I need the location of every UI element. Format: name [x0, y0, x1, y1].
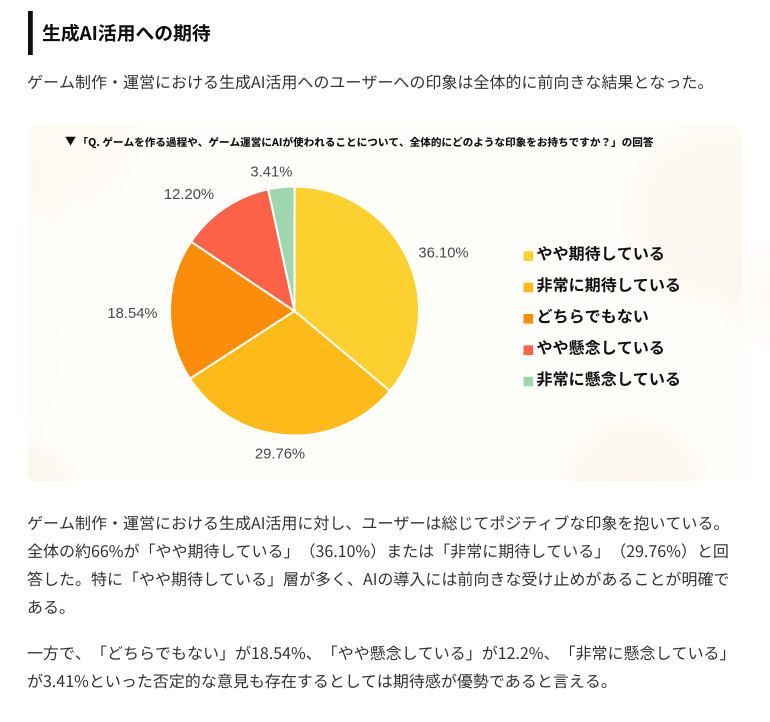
svg-text:29.76%: 29.76% — [255, 446, 305, 462]
svg-text:18.54%: 18.54% — [107, 306, 157, 322]
svg-text:36.10%: 36.10% — [418, 245, 468, 261]
svg-text:12.20%: 12.20% — [164, 187, 214, 203]
svg-text:3.41%: 3.41% — [250, 165, 292, 181]
